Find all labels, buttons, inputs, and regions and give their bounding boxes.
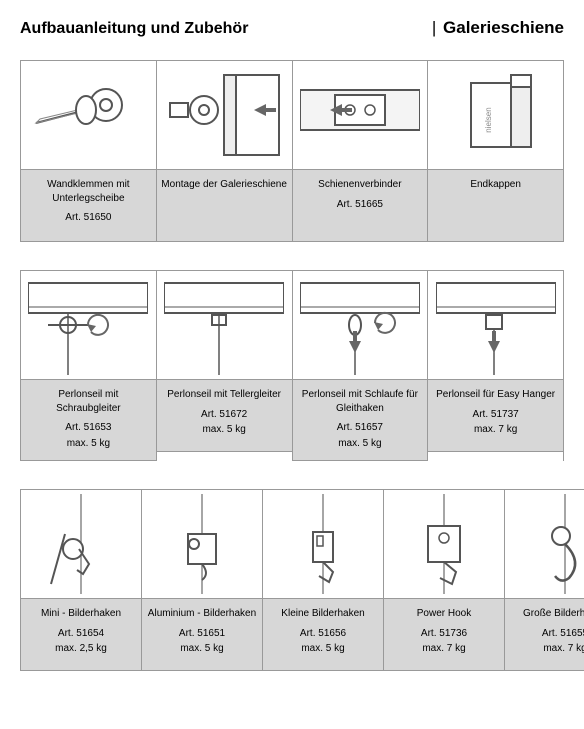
- product-cell: Perlonseil mit Tellergleiter Art. 51672ma…: [157, 270, 293, 461]
- product-label: Schienenverbinder Art. 51665: [293, 170, 428, 242]
- header-title-left: Aufbauanleitung und Zubehör: [20, 20, 248, 38]
- powerhook-icon: [384, 489, 504, 599]
- product-label: Endkappen: [428, 170, 563, 242]
- product-label: Perlonseil mit Schlaufe für Gleithaken Ar…: [293, 380, 428, 461]
- product-max: max. 7 kg: [509, 642, 584, 656]
- product-cell: Perlonseil mit Schraubgleiter Art. 51653 m…: [21, 270, 157, 461]
- product-max: max. 5 kg: [267, 642, 379, 656]
- product-row: Perlonseil mit Schraubgleiter Art. 51653 m…: [20, 270, 564, 461]
- product-art: Art. 51653: [25, 421, 152, 435]
- product-title: Perlonseil mit Tellergleiter: [161, 388, 288, 402]
- product-title: Große Bilderhaken: [509, 607, 584, 621]
- product-art: Art. 51657: [297, 421, 424, 435]
- product-cell: nielsen Endkappen: [428, 60, 564, 242]
- page-header: Aufbauanleitung und Zubehör | Galeriesch…: [20, 18, 564, 38]
- product-label: Kleine Bilderhaken Art. 51656max. 5 kg: [263, 599, 383, 671]
- product-art: Art. 51736: [388, 627, 500, 641]
- easyhanger-icon: [428, 270, 563, 380]
- product-cell: Wandklemmen mit Unterlegscheibe Art. 5165…: [21, 60, 157, 242]
- product-cell: Power Hook Art. 51736max. 7 kg: [384, 489, 505, 671]
- grossehaken-icon: [505, 489, 584, 599]
- product-cell: Kleine Bilderhaken Art. 51656max. 5 kg: [263, 489, 384, 671]
- product-art: Art. 51655: [509, 627, 584, 641]
- product-label: Große Bilderhaken Art. 51655max. 7 kg: [505, 599, 584, 671]
- product-cell: Aluminium - Bilderhaken Art. 51651max. 5 …: [142, 489, 263, 671]
- product-title: Power Hook: [388, 607, 500, 621]
- product-title: Endkappen: [432, 178, 559, 192]
- aluhaken-icon: [142, 489, 262, 599]
- product-label: Power Hook Art. 51736max. 7 kg: [384, 599, 504, 671]
- schlaufe-icon: [293, 270, 428, 380]
- kleinehaken-icon: [263, 489, 383, 599]
- product-row: Wandklemmen mit Unterlegscheibe Art. 5165…: [20, 60, 564, 242]
- product-label: Perlonseil mit Tellergleiter Art. 51672ma…: [157, 380, 292, 452]
- product-label: Wandklemmen mit Unterlegscheibe Art. 5165…: [21, 170, 156, 242]
- product-title: Montage der Galerieschiene: [161, 178, 288, 192]
- product-cell: Perlonseil mit Schlaufe für Gleithaken Ar…: [293, 270, 429, 461]
- wandklemme-icon: [21, 60, 156, 170]
- product-label: Perlonseil für Easy Hanger Art. 51737max.…: [428, 380, 563, 452]
- tellergleiter-icon: [157, 270, 292, 380]
- product-title: Wandklemmen mit Unterlegscheibe: [25, 178, 152, 205]
- product-title: Schienenverbinder: [297, 178, 424, 192]
- product-title: Mini - Bilderhaken: [25, 607, 137, 621]
- product-cell: Schienenverbinder Art. 51665: [293, 60, 429, 242]
- product-title: Perlonseil mit Schraubgleiter: [25, 388, 152, 415]
- product-title: Aluminium - Bilderhaken: [146, 607, 258, 621]
- product-art: Art. 51654: [25, 627, 137, 641]
- product-row: Mini - Bilderhaken Art. 51654max. 2,5 kg A…: [20, 489, 564, 671]
- schraubgleiter-icon: [21, 270, 156, 380]
- product-cell: Mini - Bilderhaken Art. 51654max. 2,5 kg: [21, 489, 142, 671]
- product-max: max. 7 kg: [432, 423, 559, 437]
- product-cell: Große Bilderhaken Art. 51655max. 7 kg: [505, 489, 584, 671]
- product-title: Perlonseil für Easy Hanger: [432, 388, 559, 402]
- product-art: Art. 51672: [161, 408, 288, 422]
- product-max: max. 5 kg: [25, 437, 152, 451]
- product-art: Art. 51665: [297, 198, 424, 212]
- product-art: Art. 51651: [146, 627, 258, 641]
- product-art: Art. 51650: [25, 211, 152, 225]
- header-pipe: |: [432, 18, 441, 37]
- product-label: Perlonseil mit Schraubgleiter Art. 51653 m…: [21, 380, 156, 461]
- product-max: max. 2,5 kg: [25, 642, 137, 656]
- endkappe-icon: nielsen: [428, 60, 563, 170]
- header-right-text: Galerieschiene: [443, 18, 564, 37]
- product-max: max. 5 kg: [297, 437, 424, 451]
- product-art: Art. 51656: [267, 627, 379, 641]
- verbinder-icon: [293, 60, 428, 170]
- product-max: max. 5 kg: [146, 642, 258, 656]
- product-label: Mini - Bilderhaken Art. 51654max. 2,5 kg: [21, 599, 141, 671]
- product-title: Kleine Bilderhaken: [267, 607, 379, 621]
- product-max: max. 7 kg: [388, 642, 500, 656]
- product-art: Art. 51737: [432, 408, 559, 422]
- product-cell: Perlonseil für Easy Hanger Art. 51737max.…: [428, 270, 564, 461]
- header-title-right: | Galerieschiene: [432, 18, 564, 38]
- product-title: Perlonseil mit Schlaufe für Gleithaken: [297, 388, 424, 415]
- product-max: max. 5 kg: [161, 423, 288, 437]
- product-label: Montage der Galerieschiene: [157, 170, 292, 242]
- product-label: Aluminium - Bilderhaken Art. 51651max. 5 …: [142, 599, 262, 671]
- montage-icon: [157, 60, 292, 170]
- rows-container: Wandklemmen mit Unterlegscheibe Art. 5165…: [20, 60, 564, 671]
- svg-text:nielsen: nielsen: [484, 107, 493, 132]
- minihaken-icon: [21, 489, 141, 599]
- product-cell: Montage der Galerieschiene: [157, 60, 293, 242]
